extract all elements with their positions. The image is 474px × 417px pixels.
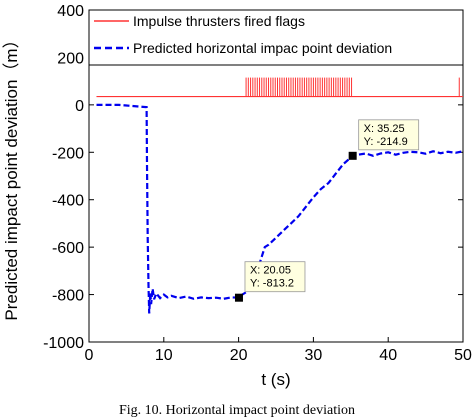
y-tick-label: -400 xyxy=(52,193,84,210)
y-tick-label: -800 xyxy=(52,288,84,305)
x-tick-label: 30 xyxy=(305,347,323,364)
data-tip-box xyxy=(244,261,306,293)
x-tick-label: 10 xyxy=(155,347,173,364)
x-tick-label: 20 xyxy=(230,347,248,364)
data-tip-marker xyxy=(348,151,357,160)
legend-label-deviation: Predicted horizontal impac point deviati… xyxy=(133,40,392,56)
y-axis-label: Predicted impact point deviation（m） xyxy=(2,31,21,320)
legend: Impulse thrusters fired flags Predicted … xyxy=(88,9,464,66)
x-axis-ticks: 0 10 20 30 40 50 xyxy=(85,10,472,364)
y-axis-ticks: 400 200 0 -200 -400 -600 -800 -1000 xyxy=(43,3,463,352)
y-tick-label: 200 xyxy=(57,50,84,67)
data-tip-x: X: 20.05 xyxy=(250,265,291,277)
x-tick-label: 40 xyxy=(379,347,397,364)
x-axis-label: t (s) xyxy=(261,370,290,389)
y-tick-label: -600 xyxy=(52,240,84,257)
legend-label-flags: Impulse thrusters fired flags xyxy=(133,13,305,29)
y-tick-label: 400 xyxy=(57,3,84,20)
y-tick-label: -1000 xyxy=(43,335,84,352)
x-tick-label: 0 xyxy=(85,347,94,364)
data-tip-marker xyxy=(234,293,243,302)
x-tick-label: 50 xyxy=(454,347,472,364)
y-tick-label: 0 xyxy=(75,98,84,115)
data-tip-x: X: 35.25 xyxy=(364,123,405,135)
data-tips: X: 20.05Y: -813.2 X: 35.25Y: -214.9 xyxy=(234,119,420,302)
data-tip-y: Y: -214.9 xyxy=(364,136,408,148)
legend-box xyxy=(88,9,464,66)
figure-caption: Fig. 10. Horizontal impact point deviati… xyxy=(119,403,355,417)
y-tick-label: -200 xyxy=(52,145,84,162)
data-tip-box xyxy=(358,119,420,151)
data-tip-y: Y: -813.2 xyxy=(250,278,294,290)
